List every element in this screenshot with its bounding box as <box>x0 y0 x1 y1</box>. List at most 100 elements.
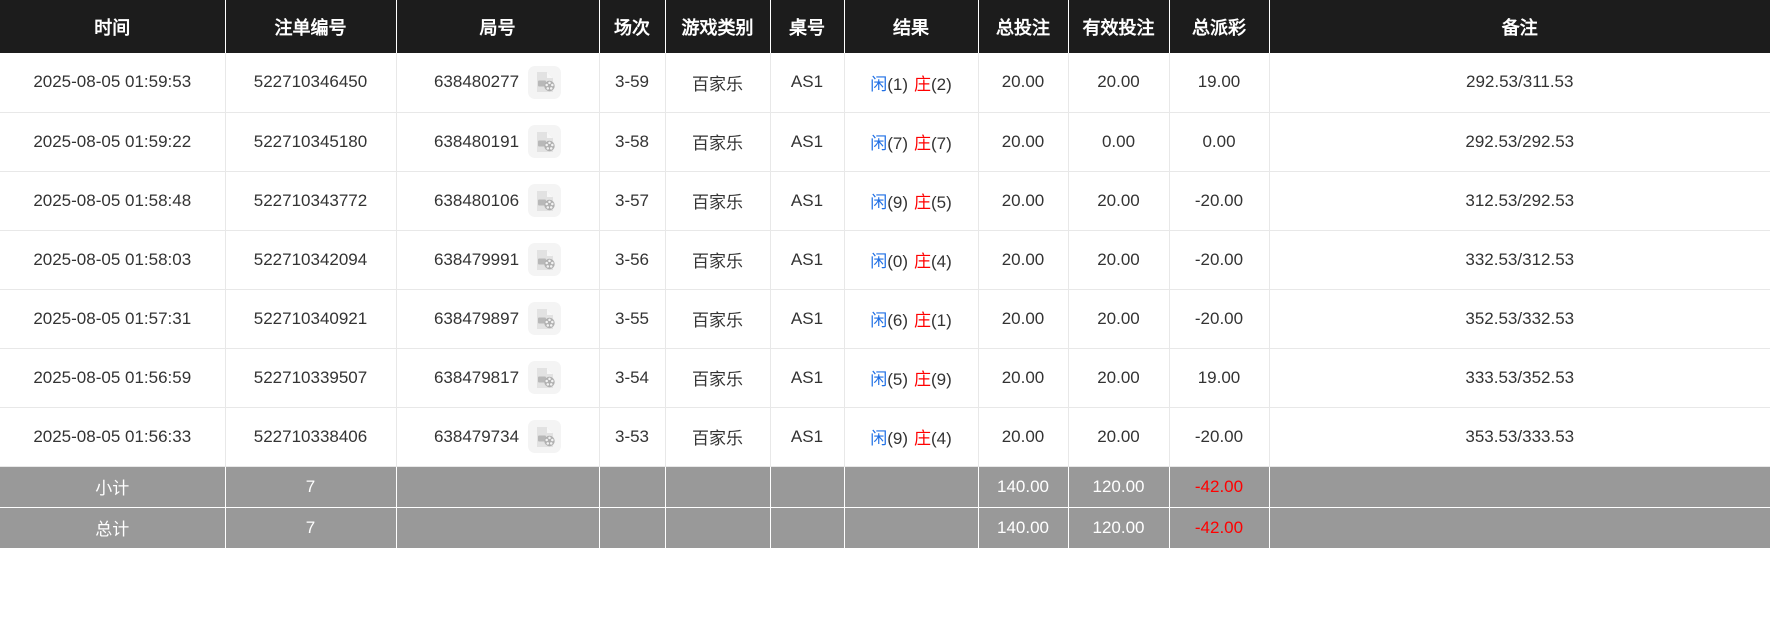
cell-remark: 352.53/332.53 <box>1269 289 1770 349</box>
cell-total-payout: 19.00 <box>1169 53 1270 113</box>
player-value: (1) <box>887 74 908 94</box>
cell-bet-no: 522710345180 <box>225 112 397 172</box>
result-banker: 庄(5) <box>914 193 952 212</box>
cell-result: 闲(6) 庄(1) <box>844 289 979 349</box>
result-banker: 庄(1) <box>914 311 952 330</box>
summary-remark <box>1269 507 1770 548</box>
column-header-label: 游戏类别 <box>681 17 754 38</box>
result-banker: 庄(2) <box>914 75 952 94</box>
cell-table-no: AS1 <box>770 53 845 113</box>
cell-time: 2025-08-05 01:58:03 <box>0 230 226 290</box>
result-player: 闲(9) <box>870 429 908 448</box>
video-icon[interactable] <box>528 420 562 453</box>
player-label: 闲 <box>870 311 888 330</box>
cell-remark: 353.53/333.53 <box>1269 407 1770 467</box>
cell-remark: 312.53/292.53 <box>1269 171 1770 231</box>
cell-total-payout: 0.00 <box>1169 112 1270 172</box>
table-row: 2025-08-05 01:56:33 522710338406 638479734… <box>0 407 1770 467</box>
round-no-label: 638479897 <box>433 308 520 328</box>
column-header-label: 结果 <box>893 17 929 38</box>
cell-game-type: 百家乐 <box>665 289 771 349</box>
cell-time: 2025-08-05 01:56:33 <box>0 407 226 467</box>
result-banker: 庄(4) <box>914 429 952 448</box>
summary-row: 小计 7 140.00 120.00 -42.00 <box>0 466 1770 508</box>
result-player: 闲(0) <box>870 252 908 271</box>
player-label: 闲 <box>870 370 888 389</box>
player-value: (7) <box>887 134 908 153</box>
column-header-valid_bet: 有效投注 <box>1068 0 1170 53</box>
cell-result: 闲(1) 庄(2) <box>844 53 979 113</box>
bet-records-table: 时间 注单编号 局号 场次 游戏类别 桌号 结果 总投注 有效投注 总派彩 备注 2025-08-0… <box>0 0 1770 548</box>
result-player: 闲(7) <box>870 134 908 153</box>
table-body: 2025-08-05 01:59:53 522710346450 638480277… <box>0 53 1770 548</box>
summary-valid-bet: 120.00 <box>1068 507 1170 548</box>
summary-round-no <box>396 507 600 548</box>
result-player: 闲(5) <box>870 370 908 389</box>
cell-total-bet: 20.00 <box>978 171 1069 231</box>
banker-label: 庄 <box>914 134 931 153</box>
result-player: 闲(1) <box>870 75 908 94</box>
cell-result: 闲(9) 庄(5) <box>844 171 979 231</box>
player-value: (6) <box>887 311 908 330</box>
cell-bet-no: 522710339507 <box>225 348 397 408</box>
banker-label: 庄 <box>914 193 931 212</box>
result-player: 闲(9) <box>870 193 908 212</box>
summary-table-no <box>770 507 845 548</box>
round-no-label: 638479734 <box>433 426 520 446</box>
cell-round-no: 638480277 <box>396 53 600 113</box>
cell-game-type: 百家乐 <box>665 348 771 408</box>
cell-result: 闲(0) 庄(4) <box>844 230 979 290</box>
video-icon[interactable] <box>528 361 562 394</box>
cell-valid-bet: 20.00 <box>1068 348 1170 408</box>
banker-value: (4) <box>931 429 952 448</box>
cell-time: 2025-08-05 01:59:22 <box>0 112 226 172</box>
cell-table-no: AS1 <box>770 171 845 231</box>
table-header: 时间 注单编号 局号 场次 游戏类别 桌号 结果 总投注 有效投注 总派彩 备注 <box>0 0 1770 53</box>
cell-game-type: 百家乐 <box>665 112 771 172</box>
banker-value: (7) <box>931 134 952 153</box>
player-label: 闲 <box>870 252 888 271</box>
summary-remark <box>1269 466 1770 508</box>
result-banker: 庄(7) <box>914 134 952 153</box>
player-label: 闲 <box>870 74 888 94</box>
cell-total-bet: 20.00 <box>978 53 1069 113</box>
result-banker: 庄(9) <box>914 370 952 389</box>
cell-round-no: 638479734 <box>396 407 600 467</box>
cell-round-no: 638479817 <box>396 348 600 408</box>
video-icon[interactable] <box>528 184 562 217</box>
column-header-label: 桌号 <box>789 17 825 38</box>
cell-table-no: AS1 <box>770 407 845 467</box>
cell-remark: 292.53/311.53 <box>1269 53 1770 113</box>
cell-result: 闲(9) 庄(4) <box>844 407 979 467</box>
cell-valid-bet: 20.00 <box>1068 53 1170 113</box>
cell-valid-bet: 20.00 <box>1068 171 1170 231</box>
table-row: 2025-08-05 01:57:31 522710340921 638479897… <box>0 289 1770 349</box>
video-icon[interactable] <box>528 65 562 99</box>
player-label: 闲 <box>870 134 888 153</box>
cell-remark: 292.53/292.53 <box>1269 112 1770 172</box>
table-row: 2025-08-05 01:59:53 522710346450 638480277… <box>0 53 1770 113</box>
column-header-label: 注单编号 <box>274 17 347 38</box>
column-header-bet_no: 注单编号 <box>225 0 397 53</box>
cell-total-payout: -20.00 <box>1169 171 1270 231</box>
cell-total-bet: 20.00 <box>978 289 1069 349</box>
cell-valid-bet: 20.00 <box>1068 289 1170 349</box>
summary-label: 小计 <box>0 466 226 508</box>
summary-total-bet: 140.00 <box>978 466 1069 508</box>
table-row: 2025-08-05 01:58:48 522710343772 638480106… <box>0 171 1770 231</box>
column-header-session: 场次 <box>599 0 666 53</box>
player-label: 闲 <box>870 429 888 448</box>
column-header-label: 备注 <box>1501 17 1538 38</box>
result-player: 闲(6) <box>870 311 908 330</box>
video-icon[interactable] <box>528 125 562 158</box>
column-header-game_type: 游戏类别 <box>665 0 771 53</box>
player-label: 闲 <box>870 193 888 212</box>
player-value: (9) <box>887 429 908 448</box>
video-icon[interactable] <box>528 302 562 335</box>
cell-result: 闲(5) 庄(9) <box>844 348 979 408</box>
cell-total-payout: 19.00 <box>1169 348 1270 408</box>
banker-label: 庄 <box>914 252 931 271</box>
column-header-label: 场次 <box>614 17 650 38</box>
summary-valid-bet: 120.00 <box>1068 466 1170 508</box>
video-icon[interactable] <box>528 243 562 276</box>
